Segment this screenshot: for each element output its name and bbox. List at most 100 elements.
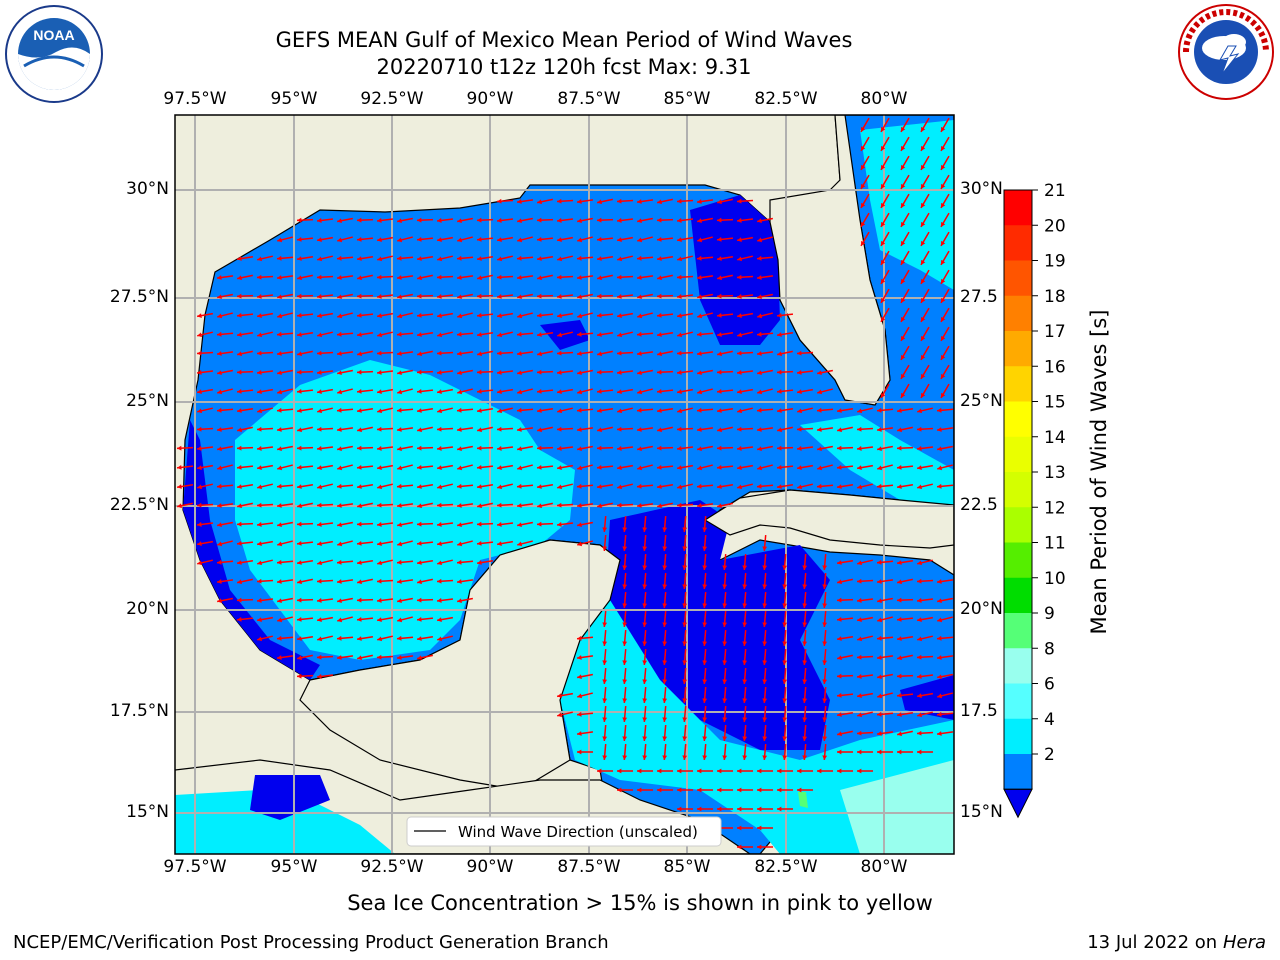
colorbar-tick-label: 20 <box>1044 216 1066 236</box>
wave-direction-arrow <box>676 502 694 508</box>
colorbar-tick-label: 16 <box>1044 357 1066 377</box>
wave-direction-arrow <box>917 749 933 755</box>
wave-direction-arrow <box>536 369 554 375</box>
wave-direction-arrow <box>356 332 374 337</box>
wave-direction-arrow <box>896 712 914 717</box>
wave-direction-arrow <box>642 743 648 761</box>
wave-direction-arrow <box>517 521 533 528</box>
colorbar-tick-label: 21 <box>1044 181 1066 201</box>
wave-direction-arrow <box>822 686 828 704</box>
wave-direction-arrow <box>456 503 474 508</box>
wave-direction-arrow <box>376 312 394 318</box>
wave-direction-arrow <box>736 350 754 356</box>
wave-direction-arrow <box>596 464 614 470</box>
wave-direction-arrow <box>817 464 833 471</box>
wave-direction-arrow <box>642 686 648 704</box>
lon-tick-top: 80°W <box>860 89 908 109</box>
wave-direction-arrow <box>637 236 653 243</box>
wave-direction-arrow <box>437 559 453 566</box>
wave-direction-arrow <box>296 636 314 641</box>
wave-direction-arrow <box>277 597 293 604</box>
wave-direction-arrow <box>762 648 768 666</box>
wave-direction-arrow <box>617 331 633 338</box>
wave-direction-arrow <box>756 483 774 489</box>
wave-direction-arrow <box>662 534 668 552</box>
wave-direction-arrow <box>496 236 514 242</box>
wave-direction-arrow <box>656 217 674 223</box>
wave-direction-arrow <box>577 388 593 395</box>
wave-direction-arrow <box>777 350 793 357</box>
wave-direction-arrow <box>756 427 774 432</box>
wave-direction-arrow <box>236 484 254 489</box>
wave-direction-arrow <box>616 446 634 451</box>
wave-direction-arrow <box>622 705 628 723</box>
wave-direction-arrow <box>777 768 793 774</box>
wave-direction-arrow <box>436 598 454 603</box>
wave-direction-arrow <box>676 198 694 204</box>
wave-direction-arrow <box>822 724 828 742</box>
wave-direction-arrow <box>657 198 673 205</box>
wave-direction-arrow <box>722 629 728 647</box>
wave-direction-arrow <box>397 540 413 547</box>
wave-direction-arrow <box>722 553 728 571</box>
wave-direction-arrow <box>416 217 434 223</box>
wave-direction-arrow <box>396 579 414 584</box>
wave-direction-arrow <box>216 427 234 432</box>
colorbar-band <box>1004 718 1032 755</box>
wave-direction-arrow <box>576 275 594 280</box>
wave-direction-arrow <box>536 464 554 470</box>
wave-direction-arrow <box>642 629 648 647</box>
wave-direction-arrow <box>217 293 233 300</box>
wave-direction-arrow <box>857 768 873 774</box>
wave-direction-arrow <box>762 686 768 704</box>
wave-direction-arrow <box>216 503 234 508</box>
wave-direction-arrow <box>857 407 873 414</box>
lat-tick-left: 27.5°N <box>109 287 169 307</box>
wave-direction-arrow <box>822 572 828 590</box>
wave-direction-arrow <box>936 635 954 641</box>
wave-direction-arrow <box>616 218 634 223</box>
wave-direction-arrow <box>316 388 334 394</box>
colorbar-band <box>1004 542 1032 579</box>
wave-direction-arrow <box>277 369 293 376</box>
wave-direction-arrow <box>396 635 414 641</box>
low-period-east-caribbean <box>900 675 954 720</box>
wave-direction-arrow <box>256 522 274 527</box>
wave-direction-arrow <box>296 217 314 223</box>
wave-direction-arrow <box>762 534 768 552</box>
wave-direction-arrow <box>742 724 748 742</box>
lon-tick-top: 87.5°W <box>557 89 621 109</box>
wave-direction-arrow <box>477 274 493 281</box>
wave-direction-arrow <box>397 616 413 623</box>
wave-direction-arrow <box>356 540 374 546</box>
wave-direction-arrow <box>517 312 533 319</box>
wave-direction-arrow <box>436 446 454 451</box>
wave-direction-arrow <box>296 616 314 622</box>
wave-direction-arrow <box>597 350 613 357</box>
wave-direction-arrow <box>762 724 768 742</box>
wave-direction-arrow <box>717 198 733 205</box>
wave-direction-arrow <box>197 483 213 490</box>
wave-direction-arrow <box>676 294 694 299</box>
lat-tick-left: 25°N <box>126 391 169 411</box>
wave-direction-arrow <box>796 388 814 394</box>
wave-direction-arrow <box>697 787 713 793</box>
wave-direction-arrow <box>696 255 714 261</box>
wave-direction-arrow <box>900 174 910 190</box>
wave-direction-arrow <box>880 117 890 133</box>
wave-direction-arrow <box>236 408 254 413</box>
wave-direction-arrow <box>436 502 454 508</box>
wave-direction-arrow <box>757 217 773 224</box>
wave-direction-arrow <box>397 464 413 471</box>
wave-direction-arrow <box>376 350 394 356</box>
wave-direction-arrow <box>276 407 294 413</box>
wave-direction-arrow <box>457 312 473 319</box>
colorbar-band <box>1004 401 1032 438</box>
low-period-caribbean <box>605 500 830 750</box>
wave-direction-arrow <box>622 591 628 609</box>
lat-tick-right: 15°N <box>960 802 1003 822</box>
wave-direction-arrow <box>256 294 274 299</box>
wave-direction-arrow <box>577 540 593 547</box>
wave-direction-arrow <box>297 350 313 357</box>
wave-direction-arrow <box>742 686 748 704</box>
